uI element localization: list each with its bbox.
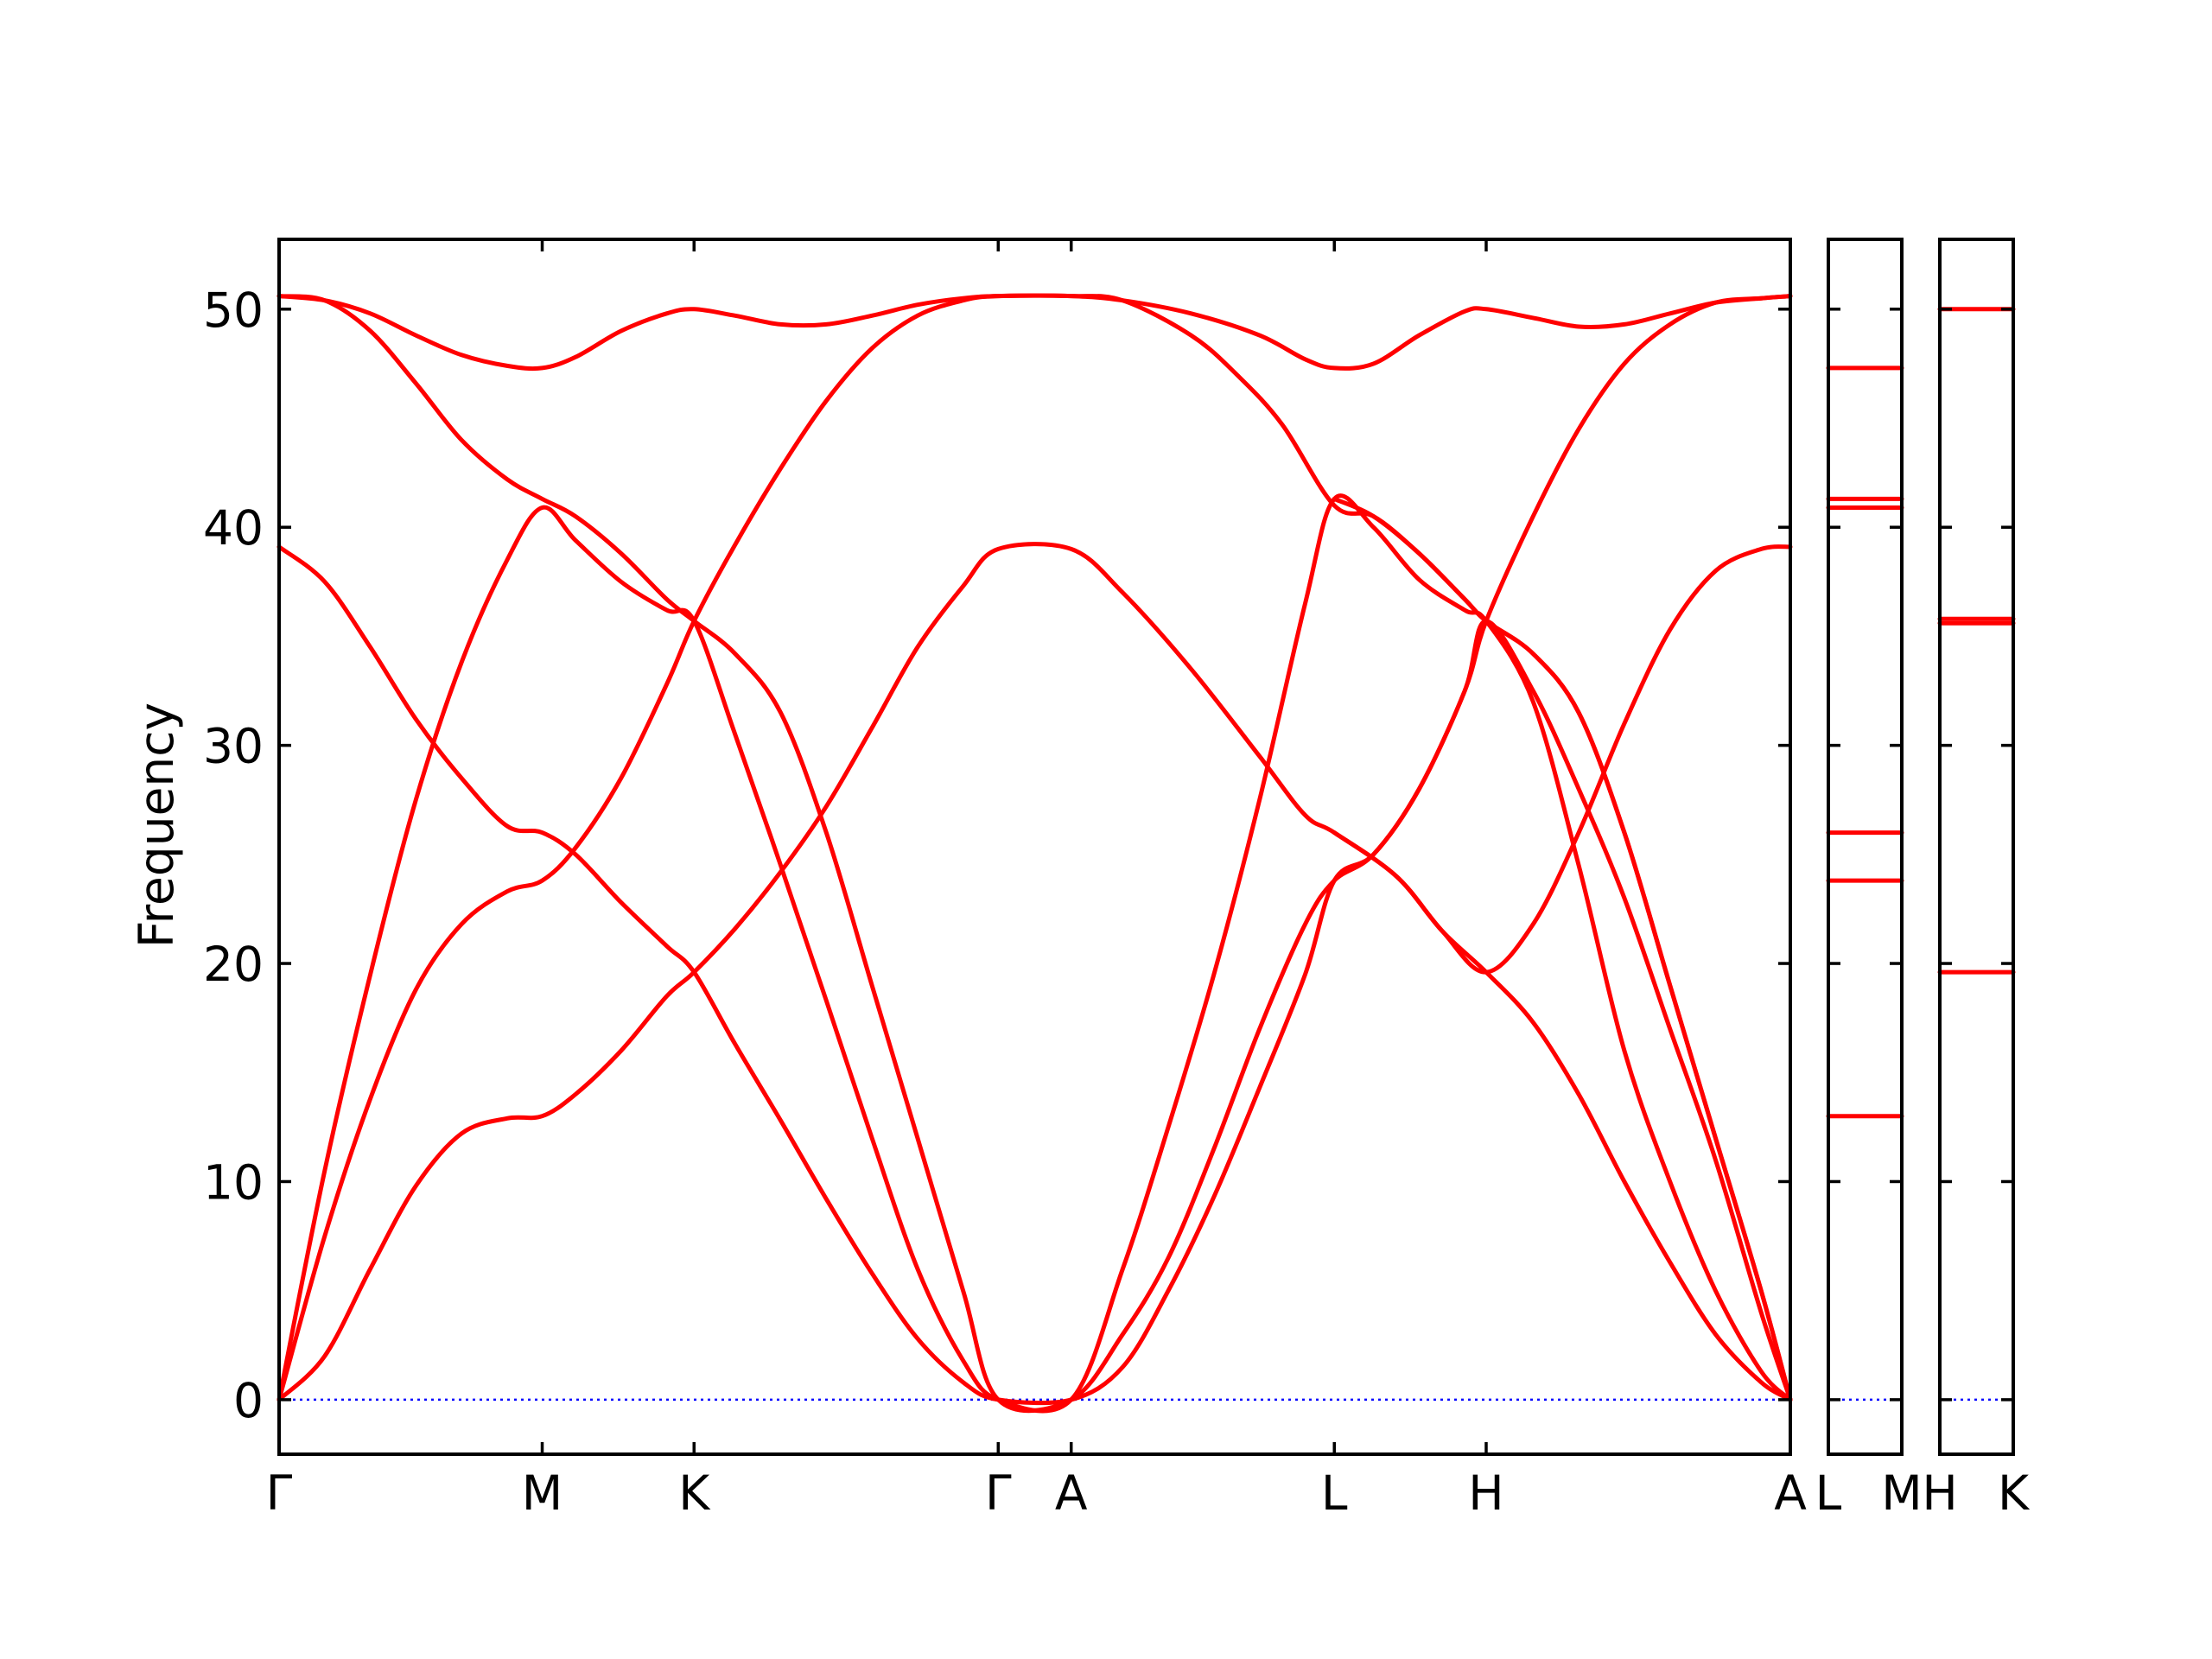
band-line-2: [276, 293, 1793, 1402]
band-line-8: [1332, 544, 1793, 975]
panel-frame-hk: [1938, 238, 2015, 1456]
xtick-label-lm-0: L: [1815, 1465, 1842, 1521]
band-line-1: [276, 542, 1793, 1402]
xtick-label-lm-1: M: [1881, 1465, 1922, 1521]
xtick-label-hk-1: K: [1998, 1465, 2031, 1521]
xtick-label-0: Γ: [266, 1465, 293, 1521]
y-axis-label: Frequency: [129, 702, 184, 948]
axis-ticks: [277, 239, 2013, 1454]
xtick-label-hk-0: H: [1922, 1465, 1957, 1521]
band-line-7: [1332, 496, 1793, 1402]
xtick-label-2: K: [678, 1465, 711, 1521]
xtick-label-1: M: [522, 1465, 563, 1521]
ytick-label-50: 50: [203, 283, 264, 338]
band-line-4: [276, 294, 1793, 1406]
panel-frame-lm: [1827, 238, 1904, 1456]
panel-frame-main: [277, 238, 1792, 1456]
xtick-label-3: Γ: [985, 1465, 1012, 1521]
band-lines: [276, 293, 2016, 1414]
band-line-3: [276, 493, 1793, 1414]
xtick-label-6: H: [1468, 1465, 1503, 1521]
xtick-label-7: A: [1774, 1465, 1807, 1521]
band-line-6: [276, 293, 1793, 1402]
xtick-label-5: L: [1321, 1465, 1348, 1521]
ytick-label-30: 30: [203, 719, 264, 774]
ytick-label-40: 40: [203, 500, 264, 556]
panel-frames: [277, 238, 2015, 1456]
ytick-label-0: 0: [233, 1373, 264, 1428]
ytick-label-10: 10: [203, 1154, 264, 1210]
band-line-5: [276, 294, 1793, 1414]
ytick-label-20: 20: [203, 937, 264, 992]
xtick-label-4: A: [1055, 1465, 1088, 1521]
